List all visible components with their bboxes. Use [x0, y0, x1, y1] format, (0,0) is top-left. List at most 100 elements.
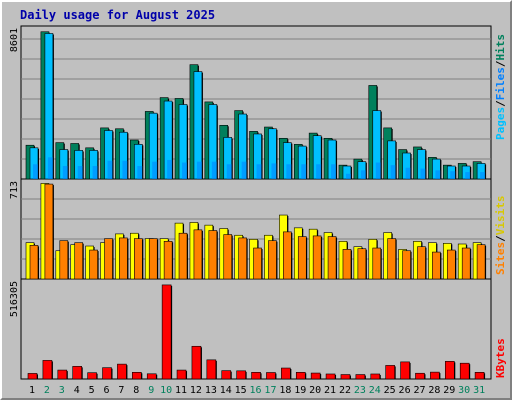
- sites-bar: [238, 237, 247, 280]
- pages-bar: [33, 164, 38, 179]
- series-side-label: KBytes: [494, 338, 507, 378]
- x-tick-label: 8: [133, 385, 139, 396]
- pages-bar: [62, 166, 68, 179]
- sites-bar: [327, 236, 337, 280]
- sites-bar: [74, 242, 84, 280]
- kbytes-bar: [325, 373, 336, 380]
- legend-visits: Visits: [494, 196, 507, 236]
- pages-bar: [92, 166, 98, 179]
- legend-pages: Pages: [494, 107, 507, 140]
- sites-bar: [372, 247, 382, 280]
- pages-bar: [375, 162, 381, 179]
- x-tick-label: 28: [428, 385, 440, 396]
- kbytes-bar: [295, 372, 306, 380]
- sites-bar: [387, 238, 396, 280]
- sites-bar: [312, 235, 322, 280]
- page-title: Daily usage for August 2025: [20, 8, 215, 22]
- sites-bar: [432, 251, 441, 280]
- legend-separator: /: [494, 100, 507, 107]
- x-tick-label: 5: [89, 385, 95, 396]
- sites-bar: [44, 183, 54, 280]
- x-tick-label: 29: [443, 385, 455, 396]
- pages-bar: [182, 162, 188, 179]
- pages-bar: [465, 172, 471, 179]
- kbytes-bar: [355, 374, 366, 380]
- kbytes-bar: [444, 361, 455, 380]
- pages-bar: [256, 164, 262, 179]
- x-tick-label: 30: [458, 385, 470, 396]
- sites-bar: [59, 240, 69, 280]
- x-tick-label: 23: [354, 385, 366, 396]
- kbytes-bar: [161, 284, 172, 380]
- pages-bar: [152, 161, 158, 179]
- legend-kbytes: KBytes: [494, 338, 507, 378]
- x-tick-label: 16: [250, 385, 262, 396]
- sites-bar: [104, 238, 113, 280]
- sites-bar: [342, 249, 352, 280]
- x-tick-label: 24: [369, 385, 381, 396]
- pages-bar: [226, 164, 232, 179]
- series-side-label: Sites/Visits: [494, 196, 507, 276]
- kbytes-bar: [191, 345, 202, 380]
- kbytes-bar: [459, 362, 470, 380]
- x-tick-label: 11: [175, 385, 187, 396]
- kbytes-bar: [132, 372, 142, 380]
- pages-bar: [137, 166, 143, 179]
- pages-bar: [271, 163, 277, 179]
- x-tick-label: 21: [324, 385, 336, 396]
- pages-bar: [435, 170, 441, 179]
- x-tick-label: 6: [104, 385, 110, 396]
- kbytes-bar: [281, 367, 291, 380]
- x-tick-label: 15: [235, 385, 247, 396]
- legend-separator: /: [494, 60, 507, 67]
- series-side-label: Pages/Files/Hits: [494, 34, 507, 140]
- kbytes-bar: [102, 367, 112, 380]
- sites-bar: [297, 236, 307, 280]
- pages-bar: [241, 161, 247, 179]
- sites-bar: [268, 240, 277, 280]
- x-tick-label: 20: [309, 385, 321, 396]
- pages-bar: [450, 171, 456, 179]
- x-tick-label: 18: [279, 385, 291, 396]
- x-tick-label: 9: [148, 385, 154, 396]
- kbytes-bar: [251, 372, 261, 380]
- sites-bar: [134, 238, 143, 280]
- x-tick-label: 2: [44, 385, 50, 396]
- sites-bar: [29, 245, 39, 280]
- pages-bar: [107, 160, 113, 179]
- pages-bar: [122, 160, 128, 179]
- kbytes-bar: [57, 369, 68, 380]
- x-tick-label: 25: [384, 385, 396, 396]
- sites-bar: [283, 231, 292, 280]
- pages-bar: [211, 161, 217, 179]
- kbytes-bar: [310, 372, 321, 380]
- pages-bar: [196, 161, 202, 179]
- pages-bar: [316, 164, 322, 179]
- sites-bar: [178, 232, 188, 280]
- pages-bar: [167, 159, 173, 179]
- pages-bar: [47, 157, 53, 179]
- y-max-label: 8601: [9, 28, 20, 52]
- kbytes-bar: [176, 369, 187, 380]
- x-tick-label: 27: [413, 385, 425, 396]
- pages-bar: [420, 168, 426, 179]
- kbytes-bar: [221, 370, 232, 380]
- kbytes-bar: [370, 373, 381, 380]
- x-tick-label: 14: [220, 385, 232, 396]
- y-max-label: 516305: [9, 281, 20, 317]
- kbytes-bar: [385, 365, 395, 380]
- pages-bar: [360, 170, 366, 179]
- kbytes-bar: [146, 373, 157, 380]
- pages-bar: [301, 164, 307, 179]
- x-tick-label: 4: [74, 385, 80, 396]
- pages-bar: [405, 167, 411, 179]
- pages-bar: [331, 164, 337, 179]
- sites-bar: [461, 247, 471, 280]
- pages-bar: [345, 173, 351, 179]
- sites-bar: [148, 238, 158, 280]
- sites-bar: [223, 234, 233, 280]
- kbytes-bar: [72, 366, 83, 380]
- kbytes-bar: [206, 359, 217, 380]
- kbytes-bar: [87, 372, 97, 380]
